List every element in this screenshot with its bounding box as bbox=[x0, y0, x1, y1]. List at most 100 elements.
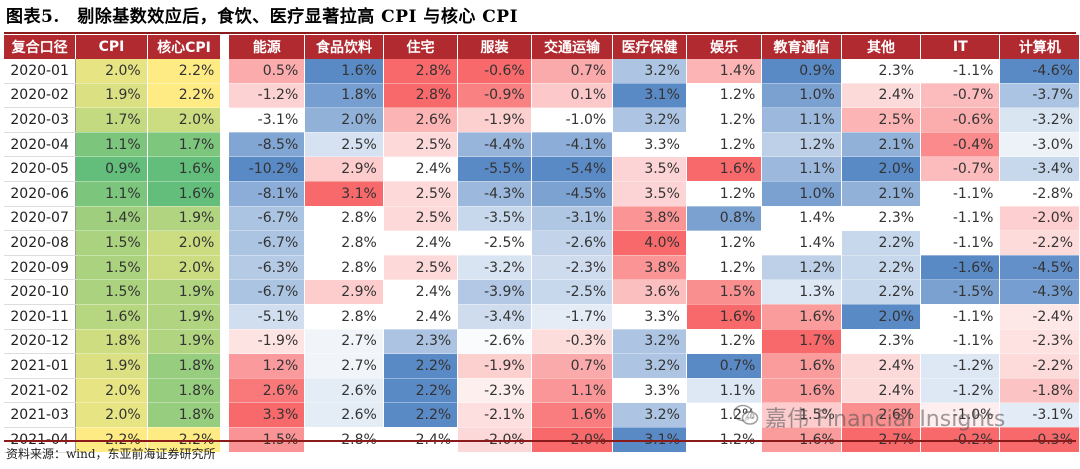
value-cell: 3.2% bbox=[612, 402, 687, 428]
value-cell: 2.2% bbox=[841, 230, 922, 256]
date-cell: 2020-06 bbox=[4, 181, 77, 207]
value-cell: 1.0% bbox=[761, 83, 842, 109]
value-cell: 0.7% bbox=[531, 353, 614, 379]
value-cell: 2.0% bbox=[531, 427, 614, 453]
value-cell: 2.4% bbox=[383, 279, 459, 305]
value-cell: 3.3% bbox=[612, 132, 687, 158]
value-cell: 2.2% bbox=[383, 353, 459, 379]
table-row: 2020-04 1.1% 1.7% -8.5% 2.5% 2.5% -4.4% -4.1% 3.… bbox=[4, 132, 1080, 158]
value-cell: -2.5% bbox=[531, 279, 614, 305]
value-cell: 1.3% bbox=[761, 279, 842, 305]
value-cell: -1.1% bbox=[920, 304, 1001, 330]
value-cell: 2.5% bbox=[304, 132, 384, 158]
value-cell: 2.0% bbox=[75, 402, 148, 428]
value-cell: 2.8% bbox=[304, 255, 384, 281]
value-cell: -3.1% bbox=[999, 402, 1080, 428]
value-cell: 2.2% bbox=[383, 378, 459, 404]
value-cell: -6.7% bbox=[229, 206, 306, 232]
value-cell: 1.6% bbox=[686, 156, 763, 182]
column-gap bbox=[220, 83, 230, 108]
header-row: 复合口径 CPI 核心CPI 能源 食品饮料 住宅 服装 交通运输 医疗保健 娱乐 教育通信 其他 IT… bbox=[4, 35, 1080, 59]
value-cell: -5.1% bbox=[229, 304, 306, 330]
value-cell: 2.9% bbox=[304, 279, 384, 305]
value-cell: 1.2% bbox=[686, 83, 763, 109]
value-cell: -2.8% bbox=[999, 181, 1080, 207]
value-cell: -0.4% bbox=[920, 132, 1001, 158]
value-cell: 2.8% bbox=[383, 59, 459, 84]
value-cell: 0.5% bbox=[229, 59, 306, 84]
value-cell: 2.0% bbox=[841, 304, 922, 330]
value-cell: 1.2% bbox=[229, 353, 306, 379]
value-cell: -1.9% bbox=[229, 329, 306, 355]
value-cell: 1.9% bbox=[147, 329, 222, 355]
value-cell: 1.9% bbox=[147, 304, 222, 330]
column-header: 核心CPI bbox=[147, 35, 222, 59]
value-cell: -2.4% bbox=[999, 304, 1080, 330]
value-cell: 1.4% bbox=[761, 206, 842, 232]
value-cell: 1.2% bbox=[686, 329, 763, 355]
table-row: 2020-05 0.9% 1.6% -10.2% 2.9% 2.4% -5.5% -5.4% 3… bbox=[4, 156, 1080, 182]
value-cell: 2.4% bbox=[841, 83, 922, 109]
date-cell: 2021-01 bbox=[4, 353, 77, 379]
watermark-text: 嘉伟 Financial Insights bbox=[765, 407, 1006, 432]
value-cell: -2.3% bbox=[531, 255, 614, 281]
value-cell: 1.2% bbox=[686, 181, 763, 207]
column-header: 娱乐 bbox=[686, 35, 763, 59]
value-cell: 1.5% bbox=[75, 230, 148, 256]
value-cell: 1.5% bbox=[229, 427, 306, 453]
column-header: CPI bbox=[75, 35, 148, 59]
value-cell: 1.4% bbox=[686, 59, 763, 84]
value-cell: -2.3% bbox=[457, 378, 532, 404]
table-row: 2021-03 2.0% 1.8% 3.3% 2.6% 2.2% -2.1% 1.6% 3.2%… bbox=[4, 402, 1080, 428]
value-cell: 2.1% bbox=[841, 181, 922, 207]
value-cell: 2.2% bbox=[147, 427, 222, 453]
value-cell: -8.5% bbox=[229, 132, 306, 158]
value-cell: -3.4% bbox=[457, 304, 532, 330]
wechat-watermark: 嘉伟 Financial Insights bbox=[733, 404, 1005, 436]
table-row: 2020-02 1.9% 2.2% -1.2% 1.8% 2.8% -0.9% 0.1% 3.1… bbox=[4, 83, 1080, 109]
column-gap bbox=[220, 206, 230, 231]
column-gap bbox=[220, 156, 230, 182]
table-row: 2020-10 1.5% 1.9% -6.7% 2.9% 2.4% -3.9% -2.5% 3.… bbox=[4, 279, 1080, 305]
column-gap bbox=[220, 255, 230, 280]
value-cell: 2.6% bbox=[304, 402, 384, 428]
value-cell: 1.6% bbox=[686, 304, 763, 330]
value-cell: 2.5% bbox=[383, 255, 459, 281]
value-cell: 2.4% bbox=[841, 353, 922, 379]
table-row: 2020-06 1.1% 1.6% -8.1% 3.1% 2.5% -4.3% -4.5% 3.… bbox=[4, 181, 1080, 207]
value-cell: 4.0% bbox=[612, 230, 687, 256]
value-cell: 2.0% bbox=[75, 59, 148, 84]
column-gap bbox=[220, 427, 230, 452]
table-row: 2020-07 1.4% 1.9% -6.7% 2.8% 2.5% -3.5% -3.1% 3.… bbox=[4, 206, 1080, 232]
value-cell: -2.2% bbox=[999, 230, 1080, 256]
value-cell: 1.8% bbox=[75, 329, 148, 355]
value-cell: 1.8% bbox=[304, 83, 384, 109]
column-header: 医疗保健 bbox=[612, 35, 687, 59]
value-cell: 2.4% bbox=[383, 156, 459, 182]
value-cell: 1.9% bbox=[75, 353, 148, 379]
date-cell: 2020-11 bbox=[4, 304, 77, 330]
value-cell: -4.5% bbox=[999, 255, 1080, 281]
value-cell: 3.5% bbox=[612, 156, 687, 182]
value-cell: 1.6% bbox=[304, 59, 384, 84]
column-gap bbox=[220, 279, 230, 305]
wechat-icon bbox=[733, 404, 759, 436]
value-cell: 2.0% bbox=[147, 107, 222, 133]
value-cell: -3.2% bbox=[999, 107, 1080, 133]
date-cell: 2020-07 bbox=[4, 206, 77, 232]
bottom-rule bbox=[4, 440, 1076, 442]
column-gap bbox=[220, 59, 230, 84]
value-cell: 2.2% bbox=[147, 83, 222, 109]
value-cell: 3.1% bbox=[612, 427, 687, 453]
value-cell: 0.1% bbox=[531, 83, 614, 109]
value-cell: -6.3% bbox=[229, 255, 306, 281]
value-cell: 1.1% bbox=[75, 132, 148, 158]
value-cell: 2.6% bbox=[841, 402, 922, 428]
value-cell: 1.6% bbox=[761, 427, 842, 453]
value-cell: -1.8% bbox=[999, 378, 1080, 404]
value-cell: 3.2% bbox=[612, 107, 687, 133]
value-cell: 1.2% bbox=[686, 427, 763, 453]
value-cell: 2.8% bbox=[304, 304, 384, 330]
value-cell: -3.2% bbox=[457, 255, 532, 281]
column-gap bbox=[220, 230, 230, 256]
